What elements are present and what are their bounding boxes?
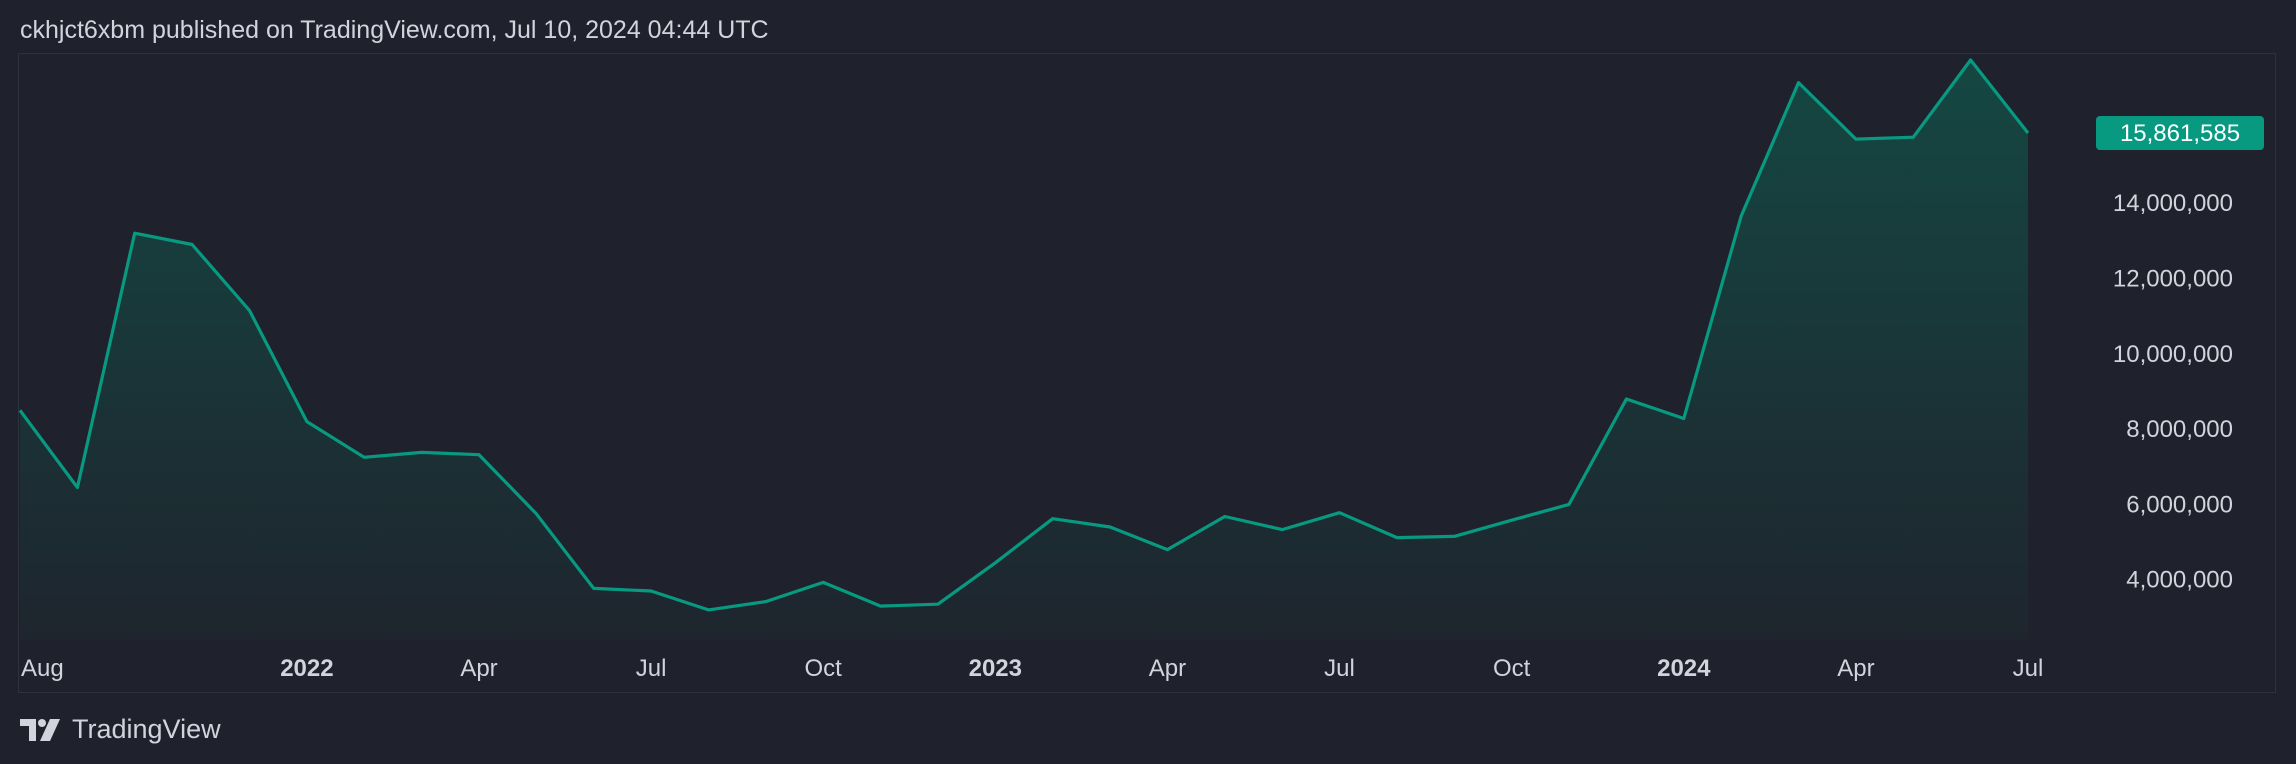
x-tick-label: Oct [805,655,843,682]
data-point-2023-12 [1623,396,1629,402]
y-tick-label: 4,000,000 [2126,567,2233,594]
data-point-2024-03 [1796,80,1802,86]
x-axis: Aug 2022 Apr Jul Oct 2023 Apr Jul Oct 2024 Apr Jul [21,655,2043,682]
y-tick-label: 14,000,000 [2113,190,2233,217]
data-point-2023-01 [992,560,998,566]
data-point-2024-04 [1853,136,1859,142]
x-tick-label: Jul [2013,655,2044,682]
x-tick-label: Jul [1324,655,1355,682]
data-point-2022-04 [476,452,482,458]
data-point-2022-05 [533,511,539,517]
x-tick-label: Apr [1837,655,1874,682]
x-tick-label: Apr [460,655,497,682]
x-tick-label: 2022 [280,655,333,682]
data-point-2024-06 [1968,57,1974,63]
data-point-2023-02 [1050,516,1056,522]
x-tick-label: Aug [21,655,64,682]
series-line [18,58,2030,612]
data-point-2023-05 [1222,514,1228,520]
x-tick-label: 2024 [1657,655,1711,682]
data-point-2021-08 [17,407,23,413]
area-layer [20,60,2028,640]
tradingview-logo-icon [20,718,62,741]
data-point-2023-03 [1107,524,1113,530]
data-point-2022-01 [304,419,310,425]
data-point-2022-12 [935,601,941,607]
data-point-2023-08 [1394,535,1400,541]
y-tick-label: 8,000,000 [2126,416,2233,443]
data-point-2022-06 [591,585,597,591]
data-point-2023-09 [1451,533,1457,539]
data-point-2024-02 [1738,213,1744,219]
data-point-2022-11 [878,603,884,609]
data-point-2022-10 [820,579,826,585]
line-layer [18,58,2030,612]
last-value-label: 15,861,585 [2120,120,2240,147]
x-tick-label: Jul [636,655,667,682]
data-point-2023-06 [1279,527,1285,533]
y-tick-label: 6,000,000 [2126,491,2233,518]
x-tick-label: 2023 [969,655,1022,682]
data-point-2022-03 [419,449,425,455]
data-point-2021-12 [247,308,253,314]
area-fill [20,60,2028,640]
data-point-2022-02 [361,454,367,460]
data-point-2023-10 [1509,517,1515,523]
last-value-badge: 15,861,585 [2096,116,2264,150]
data-point-2023-07 [1337,510,1343,516]
data-point-2021-09 [74,485,80,491]
data-point-2024-01 [1681,416,1687,422]
publish-info: ckhjct6xbm published on TradingView.com,… [20,16,769,44]
x-tick-label: Oct [1493,655,1531,682]
y-tick-label: 10,000,000 [2113,341,2233,368]
brand-name: TradingView [72,714,221,744]
footer-brand: TradingView [20,714,221,745]
data-point-2023-11 [1566,501,1572,507]
data-point-2023-04 [1164,547,1170,553]
x-tick-label: Apr [1149,655,1186,682]
y-axis: 14,000,000 12,000,000 10,000,000 8,000,000 6… [2113,190,2233,594]
data-point-2021-11 [189,242,195,248]
y-tick-label: 12,000,000 [2113,265,2233,292]
data-point-2024-07 [2025,130,2031,136]
data-point-2024-05 [1910,134,1916,140]
area-chart: 14,000,000 12,000,000 10,000,000 8,000,000 6… [17,57,2264,682]
data-point-2022-08 [706,607,712,613]
data-point-2021-10 [132,230,138,236]
chart-frame [18,53,2276,693]
data-point-2022-07 [648,588,654,594]
last-value-badge-background [2096,116,2264,150]
data-point-2022-09 [763,599,769,605]
